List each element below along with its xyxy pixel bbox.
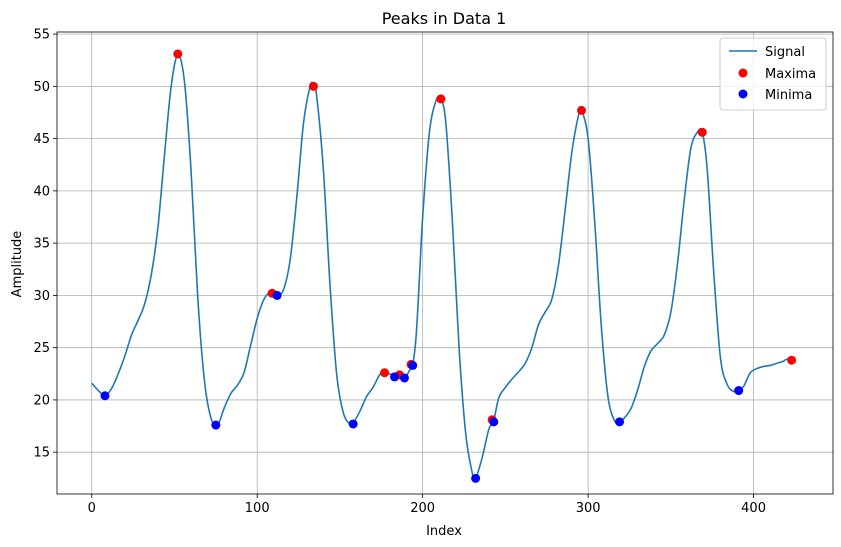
legend: Signal Maxima Minima	[719, 37, 827, 111]
minima-point	[272, 290, 282, 300]
maxima-point	[173, 49, 183, 59]
minima-point	[399, 373, 409, 383]
x-tick-label: 0	[88, 501, 96, 516]
grid-lines	[57, 32, 833, 494]
minima-point	[390, 372, 400, 382]
maxima-point	[308, 81, 318, 91]
chart-title: Peaks in Data 1	[382, 9, 507, 28]
x-tick-label: 200	[410, 501, 435, 516]
y-tick-label: 35	[33, 237, 50, 252]
y-tick-label: 20	[33, 393, 50, 408]
maxima-point	[380, 368, 390, 378]
plot-frame	[56, 31, 834, 495]
minima-point	[100, 391, 110, 401]
legend-signal-label: Signal	[765, 45, 805, 60]
y-tick-label: 40	[33, 184, 50, 199]
maxima-point	[697, 127, 707, 137]
x-axis-title: Index	[426, 524, 462, 539]
plot-series	[91, 49, 797, 483]
y-tick-label: 25	[33, 341, 50, 356]
minima-point	[615, 417, 625, 427]
x-tick-label: 400	[741, 501, 766, 516]
minima-point	[408, 360, 418, 370]
minima-point	[348, 419, 358, 429]
x-tick-label: 100	[245, 501, 270, 516]
x-tick-label: 300	[576, 501, 601, 516]
minima-point	[211, 420, 221, 430]
legend-maxima-label: Maxima	[765, 67, 816, 82]
minima-point	[489, 417, 499, 427]
legend-minima-swatch	[738, 89, 748, 99]
legend-minima-label: Minima	[765, 88, 812, 103]
minima-point	[734, 386, 744, 396]
y-tick-label: 50	[33, 80, 50, 95]
y-axis-title: Amplitude	[10, 231, 25, 298]
maxima-point	[577, 105, 587, 115]
maxima-point	[436, 94, 446, 104]
y-tick-label: 15	[33, 446, 50, 461]
y-tick-label: 55	[33, 28, 50, 43]
y-tick-label: 45	[33, 132, 50, 147]
signal-line	[91, 54, 792, 481]
legend-maxima-swatch	[738, 68, 748, 78]
minima-point	[471, 473, 481, 483]
maxima-point	[787, 355, 797, 365]
axis-ticks: 0 100 200 300 400 15 20 25 30 35 40 45 50 55	[33, 28, 766, 516]
y-tick-label: 30	[33, 289, 50, 304]
